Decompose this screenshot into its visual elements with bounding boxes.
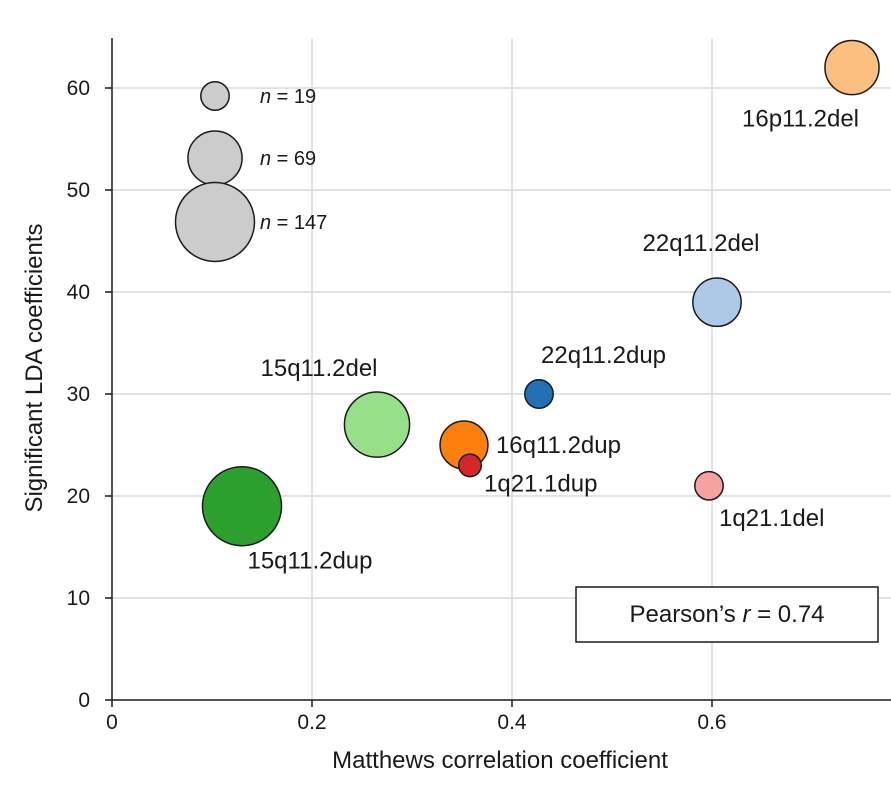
pearson-annotation: Pearson’s r = 0.74 [575, 586, 879, 643]
size-legend-label: n = 19 [260, 86, 316, 108]
x-tick-label: 0.4 [497, 711, 527, 734]
point-label: 1q21.1dup [484, 470, 597, 497]
point-1q21.1dup [457, 453, 483, 478]
x-tick-label: 0.2 [297, 711, 326, 734]
annotation-r: r [742, 601, 751, 628]
y-tick-label: 40 [67, 281, 90, 304]
size-legend-value: = 69 [271, 148, 316, 170]
point-labels: 16p11.2del 22q11.2del 22q11.2dup 15q11.2del… [247, 106, 859, 575]
point-label: 22q11.2dup [541, 342, 666, 369]
data-points [201, 39, 880, 547]
size-legend-circle [200, 81, 230, 111]
x-tick-label: 0.6 [697, 711, 726, 734]
size-legend-n: n [260, 86, 271, 108]
size-legend-label: n = 69 [260, 148, 316, 170]
size-legend-circle [174, 181, 256, 263]
annotation-text: Pearson’s r = 0.74 [629, 601, 824, 628]
y-tick-label: 10 [67, 587, 90, 610]
point-22q11.2dup [524, 379, 554, 409]
tick-labels: 0 0.2 0.4 0.6 0 10 20 30 40 50 60 [67, 77, 727, 734]
y-tick-label: 50 [67, 179, 90, 202]
size-legend-circle [187, 130, 243, 186]
size-legend-label: n = 147 [260, 212, 327, 234]
size-legend-value: = 147 [271, 212, 327, 234]
y-tick-label: 20 [67, 485, 90, 508]
x-axis-title: Matthews correlation coefficient [332, 747, 668, 774]
point-label: 15q11.2dup [247, 548, 372, 575]
annotation-prefix: Pearson’s [629, 601, 742, 628]
y-tick-label: 30 [67, 383, 90, 406]
point-16p11.2del [824, 39, 880, 96]
point-label: 16q11.2dup [496, 432, 621, 459]
point-22q11.2del [692, 277, 742, 328]
y-tick-label: 0 [78, 689, 90, 712]
size-legend: n = 19n = 69n = 147 [174, 81, 327, 263]
y-axis-title: Significant LDA coefficients [21, 223, 48, 512]
axes [111, 38, 891, 701]
size-legend-value: = 19 [271, 86, 316, 108]
annotation-box [575, 586, 879, 643]
annotation-value: = 0.74 [750, 601, 824, 628]
point-1q21.1del [694, 470, 724, 501]
y-tick-label: 60 [67, 77, 90, 100]
point-label: 1q21.1del [719, 505, 824, 532]
point-15q11.2del [343, 391, 411, 458]
point-label: 15q11.2del [261, 355, 378, 382]
point-label: 16p11.2del [742, 106, 859, 133]
point-15q11.2dup [201, 465, 283, 547]
x-tick-label: 0 [106, 711, 118, 734]
point-label: 22q11.2del [643, 230, 760, 257]
size-legend-n: n [260, 212, 271, 234]
size-legend-n: n [260, 148, 271, 170]
